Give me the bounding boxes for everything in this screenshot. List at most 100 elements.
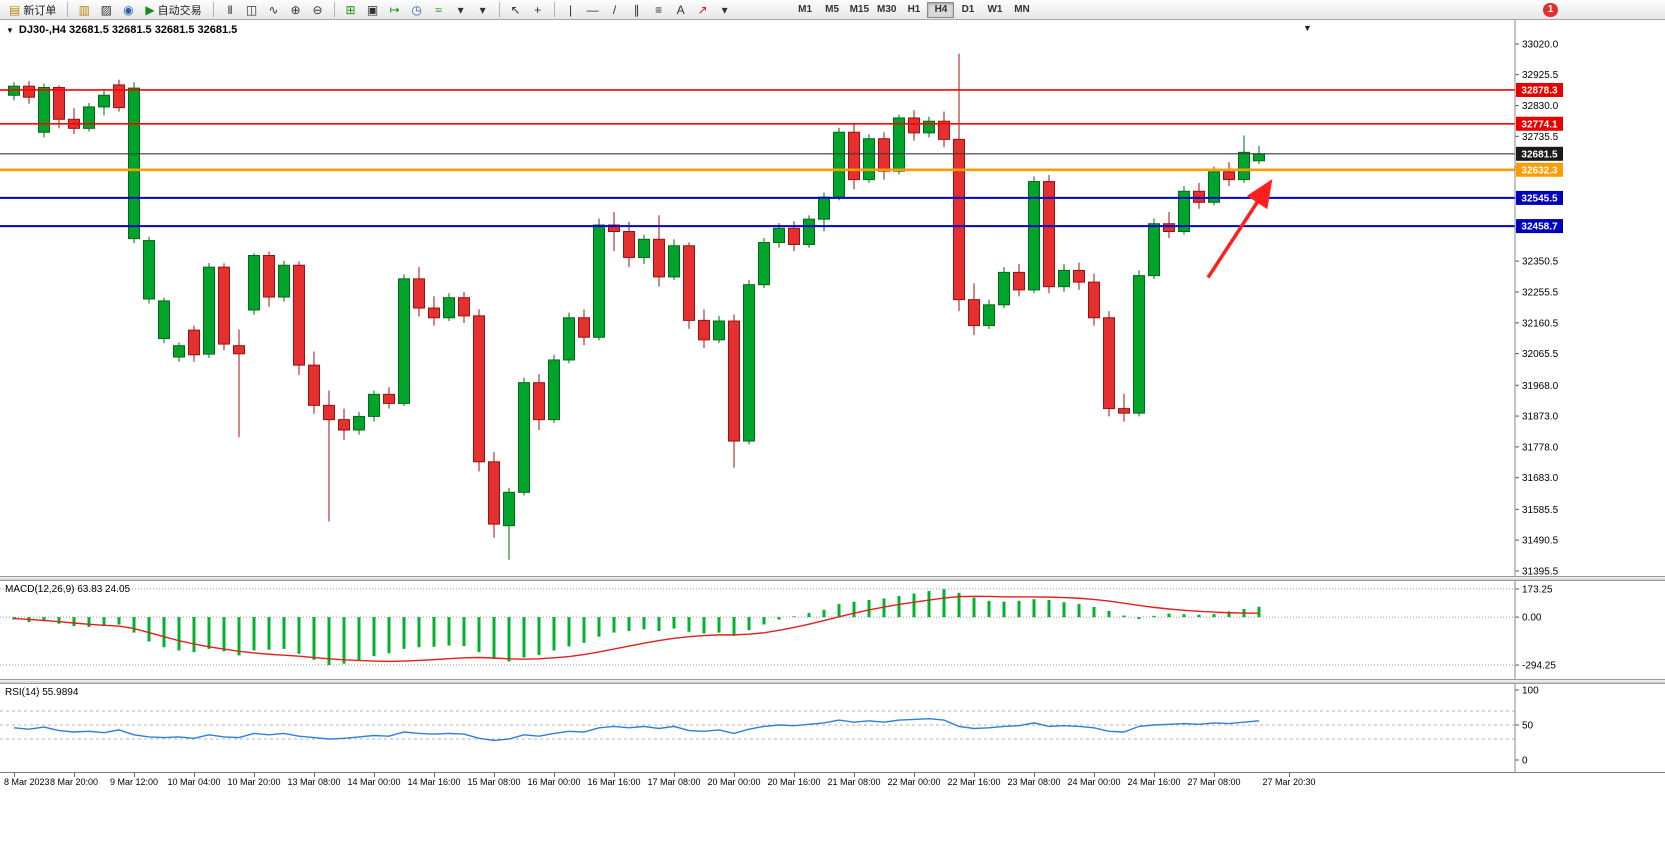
rsi-line <box>13 717 1260 742</box>
fibonacci-button[interactable]: ≡ <box>648 1 670 18</box>
community-icon: ◉ <box>123 2 134 17</box>
svg-text:32681.5: 32681.5 <box>1521 149 1558 160</box>
cascade-windows-button[interactable]: ▣ <box>362 1 384 18</box>
toolbar-separator <box>498 2 500 17</box>
time-axis-tick <box>554 773 555 777</box>
time-axis-tick <box>794 773 795 777</box>
new-order-icon: ▤ <box>9 2 21 17</box>
timeframe-button-D1[interactable]: D1 <box>954 2 981 18</box>
indicators-button[interactable]: ≈ <box>428 1 450 18</box>
toolbar-separator <box>333 2 335 17</box>
macd-axis-tick: -294.25 <box>1522 661 1556 672</box>
templates-dropdown[interactable]: ▾ <box>472 1 494 18</box>
trend-arrow-annotation[interactable] <box>1206 179 1273 279</box>
indicators-dropdown[interactable]: ▾ <box>450 1 472 18</box>
autotrading-play-icon: ▶ <box>145 2 155 17</box>
time-axis-tick <box>74 773 75 777</box>
time-axis-tick <box>134 773 135 777</box>
timeframe-button-MN[interactable]: MN <box>1008 2 1035 18</box>
notification-badge[interactable]: 1 <box>1543 2 1558 17</box>
main-chart-panel[interactable]: 33020.032925.532830.032735.532640.532545… <box>0 20 1665 576</box>
chart-menu-icon[interactable]: ▼ <box>6 25 14 35</box>
arrows-tool-button[interactable]: ↗ <box>692 1 714 18</box>
timeframe-button-W1[interactable]: W1 <box>981 2 1008 18</box>
cursor-button[interactable]: ↖ <box>505 1 527 18</box>
autotrading-button[interactable]: ▶ 自动交易 <box>139 1 207 18</box>
window-bottom-area <box>0 790 1665 841</box>
macd-panel[interactable]: 173.25 0.00 -294.25 MACD(12,26,9) 63.83 24… <box>0 581 1665 679</box>
bar-chart-button[interactable]: ||| <box>219 1 241 18</box>
price-axis-tick: 31585.5 <box>1522 505 1559 516</box>
svg-text:32632.3: 32632.3 <box>1521 165 1558 176</box>
chart-shift-button[interactable]: ↦ <box>384 1 406 18</box>
svg-text:32774.1: 32774.1 <box>1521 119 1558 130</box>
candlestick-icon: ◫ <box>245 2 258 17</box>
price-badge: 32878.3 <box>1516 82 1563 97</box>
price-badge: 32774.1 <box>1516 116 1563 131</box>
shapes-dropdown[interactable]: ▾ <box>714 1 736 18</box>
line-chart-icon: ∿ <box>268 2 279 17</box>
timeframe-button-H1[interactable]: H1 <box>900 2 927 18</box>
time-axis-tick <box>194 773 195 777</box>
indicators-dropdown-icon: ▾ <box>457 2 464 17</box>
time-axis-label: 24 Mar 00:00 <box>1067 777 1121 787</box>
horizontal-line-button[interactable]: — <box>582 1 604 18</box>
timeframe-button-H4[interactable]: H4 <box>927 1 955 18</box>
rsi-panel-separator[interactable] <box>0 679 1665 684</box>
price-axis-tick: 32830.0 <box>1522 101 1559 112</box>
line-chart-button[interactable]: ∿ <box>263 1 285 18</box>
time-axis-label: 16 Mar 16:00 <box>587 777 641 787</box>
indicators-icon: ≈ <box>435 2 442 17</box>
period-clock-button[interactable]: ◷ <box>406 1 428 18</box>
time-axis-tick <box>734 773 735 777</box>
time-axis-tick <box>1094 773 1095 777</box>
print-button[interactable]: ▨ <box>95 1 117 18</box>
time-axis-label: 21 Mar 08:00 <box>827 777 881 787</box>
timeframe-button-M5[interactable]: M5 <box>819 2 846 18</box>
time-axis-tick <box>1034 773 1035 777</box>
timeframe-button-M1[interactable]: M1 <box>792 2 819 18</box>
vertical-line-button[interactable]: | <box>560 1 582 18</box>
time-axis-label: 16 Mar 00:00 <box>527 777 581 787</box>
time-axis-tick <box>494 773 495 777</box>
candlestick-button[interactable]: ◫ <box>241 1 263 18</box>
time-axis[interactable]: 8 Mar 2023 8 Mar 20:00 9 Mar 12:00 10 Mar 0… <box>0 772 1665 790</box>
channel-icon: ∥ <box>633 2 640 17</box>
crosshair-icon: + <box>534 2 542 17</box>
time-axis-label: 9 Mar 12:00 <box>109 777 159 787</box>
channel-button[interactable]: ∥ <box>626 1 648 18</box>
macd-panel-separator[interactable] <box>0 576 1665 581</box>
time-axis-tick <box>374 773 375 777</box>
rsi-axis-tick: 50 <box>1522 721 1534 732</box>
zoom-out-button[interactable]: ⊖ <box>307 1 329 18</box>
zoom-out-icon: ⊖ <box>312 2 323 17</box>
charts-stack-button[interactable]: ▥ <box>73 1 95 18</box>
time-axis-tick <box>854 773 855 777</box>
vertical-line-icon: | <box>569 2 573 17</box>
zoom-in-button[interactable]: ⊕ <box>285 1 307 18</box>
time-axis-label: 27 Mar 08:00 <box>1187 777 1241 787</box>
timeframe-button-M15[interactable]: M15 <box>846 2 873 18</box>
community-button[interactable]: ◉ <box>117 1 139 18</box>
time-axis-label: 22 Mar 00:00 <box>887 777 941 787</box>
zoom-in-icon: ⊕ <box>290 2 301 17</box>
text-tool-button[interactable]: A <box>670 1 692 18</box>
crosshair-button[interactable]: + <box>527 1 549 18</box>
time-axis-tick <box>974 773 975 777</box>
time-axis-label: 10 Mar 20:00 <box>227 777 281 787</box>
templates-dropdown-icon: ▾ <box>479 2 486 17</box>
tile-windows-button[interactable]: ⊞ <box>340 1 362 18</box>
new-order-button[interactable]: ▤ 新订单 <box>3 1 62 18</box>
trendline-button[interactable]: / <box>604 1 626 18</box>
timeframe-button-M30[interactable]: M30 <box>873 2 900 18</box>
autotrading-label: 自动交易 <box>157 4 202 17</box>
time-axis-tick <box>434 773 435 777</box>
rsi-panel[interactable]: 100 50 0 RSI(14) 55.9894 <box>0 684 1665 772</box>
time-axis-label: 20 Mar 00:00 <box>707 777 761 787</box>
price-axis-tick: 32925.5 <box>1522 70 1559 81</box>
rsi-label: RSI(14) 55.9894 <box>5 687 79 698</box>
price-axis-tick: 32065.5 <box>1522 349 1559 360</box>
scroll-to-end-icon[interactable]: ▼ <box>1303 23 1312 33</box>
fibonacci-icon: ≡ <box>655 2 663 17</box>
